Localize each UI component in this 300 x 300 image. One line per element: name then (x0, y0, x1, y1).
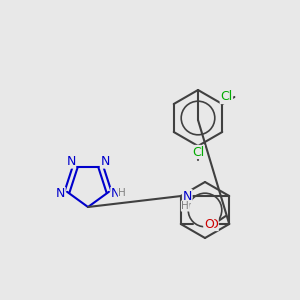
Text: N: N (100, 155, 110, 168)
Text: N: N (111, 188, 120, 200)
Text: N: N (56, 188, 65, 200)
Text: H: H (118, 188, 126, 198)
Text: Cl: Cl (192, 146, 204, 158)
Text: O: O (208, 218, 218, 230)
Text: Cl: Cl (220, 91, 232, 103)
Text: N: N (66, 155, 76, 168)
Text: N: N (183, 190, 192, 202)
Text: H: H (182, 201, 189, 211)
Text: O: O (204, 218, 214, 230)
